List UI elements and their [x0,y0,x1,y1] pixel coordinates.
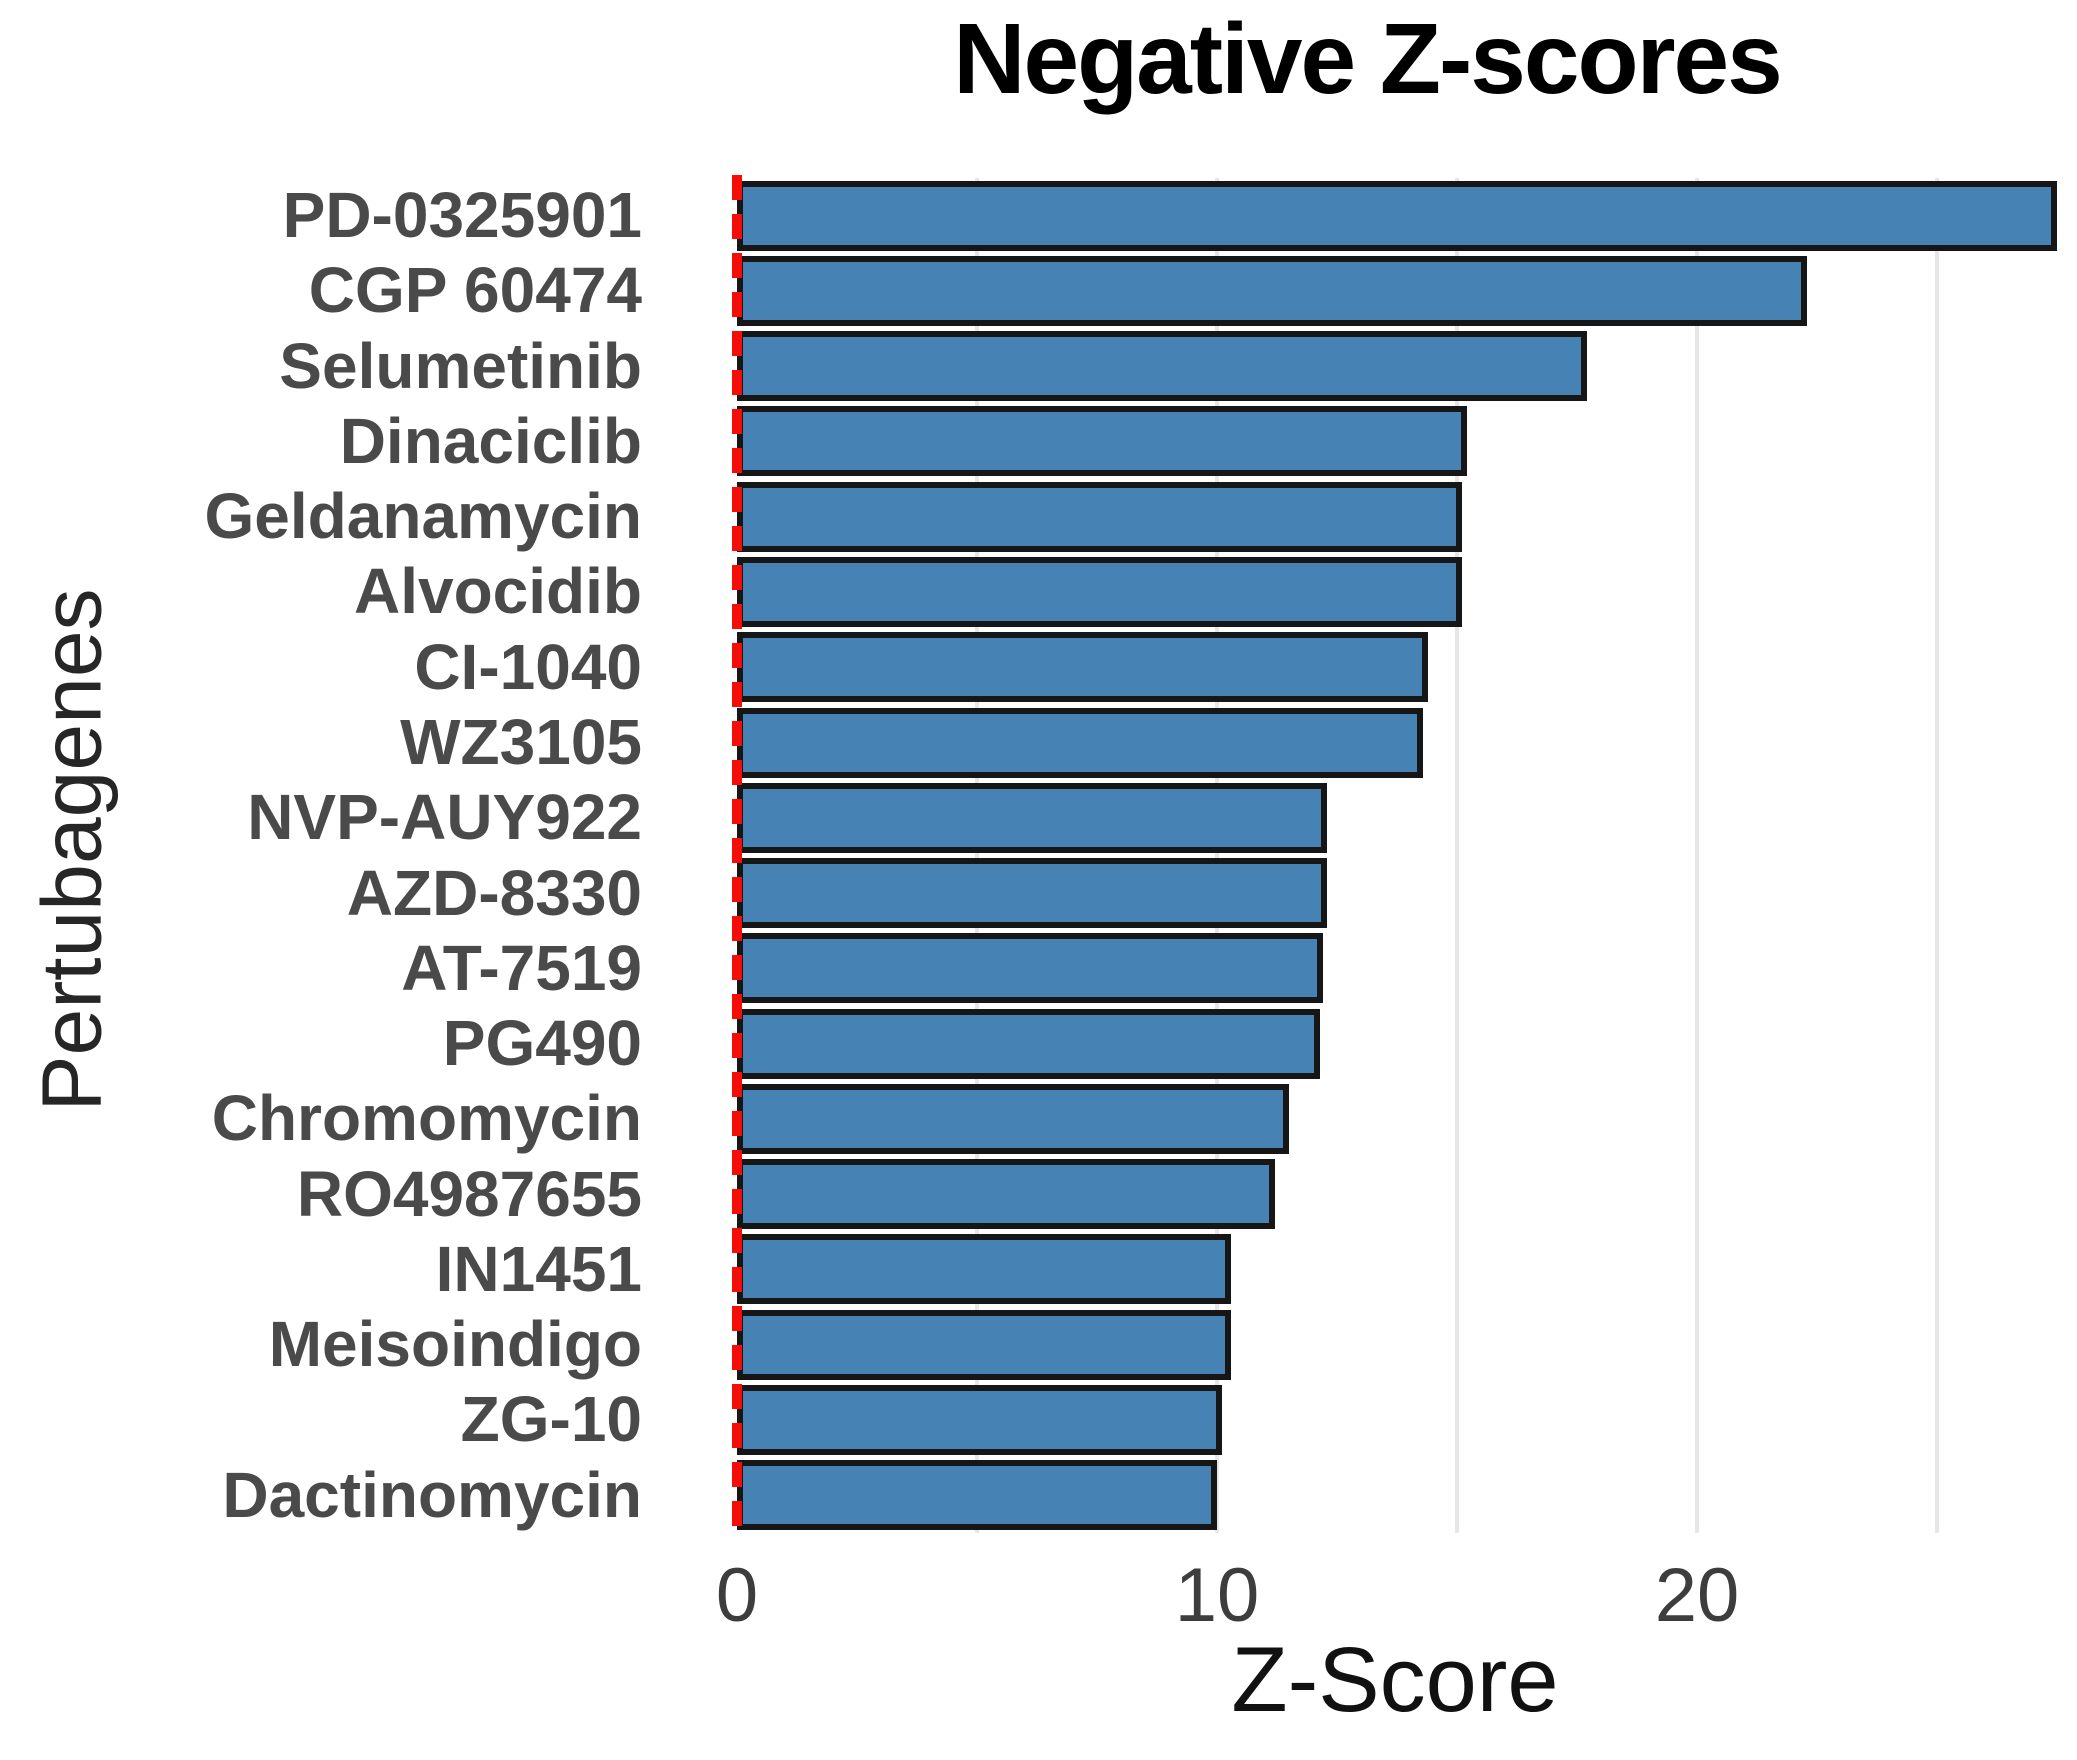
bar-row [737,1458,2077,1533]
x-tick-label-0: 0 [715,1553,759,1638]
y-tick-label: Dinaciclib [339,404,642,477]
y-tick-label: Meisoindigo [268,1308,642,1381]
y-tick-label: AT-7519 [401,931,642,1004]
bar-row [737,856,2077,931]
bar-row [737,780,2077,855]
bar-Geldanamycin [737,481,1462,552]
bar-row [737,630,2077,705]
plot-area [732,175,2077,1539]
bar-Dinaciclib [737,406,1467,477]
bar-row [737,253,2077,328]
bar-NVP-AUY922 [737,782,1328,853]
gridline-x-5 [975,178,979,1533]
zero-reference-line [732,175,742,1539]
gridline-x-20 [1695,178,1699,1533]
y-tick-labels-container: PD-0325901 CGP 60474 Selumetinib Dinaciclib… [0,178,643,1533]
y-tick-label: Dactinomycin [222,1458,642,1531]
y-tick-label: Selumetinib [279,329,642,402]
bar-PD-0325901 [737,180,2057,251]
bar-Selumetinib [737,331,1587,402]
bar-row [737,931,2077,1006]
bar-row [737,1232,2077,1307]
x-tick-label-10: 10 [1174,1553,1260,1638]
bar-CI-1040 [737,632,1429,703]
bar-Meisoindigo [737,1309,1232,1380]
chart-title: Negative Z-scores [953,3,1782,115]
bar-row [737,1307,2077,1382]
y-tick-label: AZD-8330 [346,856,642,929]
x-tick-label-20: 20 [1654,1553,1740,1638]
bar-row [737,479,2077,554]
y-tick-label: NVP-AUY922 [247,781,642,854]
y-tick-label: Chromomycin [211,1082,642,1155]
y-tick-label: ZG-10 [460,1383,642,1456]
bar-PG490 [737,1008,1321,1079]
bar-row [737,1081,2077,1156]
bar-row [737,404,2077,479]
bar-AZD-8330 [737,858,1328,929]
bar-Dactinomycin [737,1460,1217,1531]
bar-IN1451 [737,1234,1232,1305]
y-tick-label: RO4987655 [296,1157,642,1230]
gridline-x-25 [1935,178,1939,1533]
bar-RO4987655 [737,1159,1275,1230]
bar-row [737,554,2077,629]
y-tick-label: Alvocidib [353,555,642,628]
bar-ZG-10 [737,1385,1222,1456]
y-tick-label: CGP 60474 [308,254,642,327]
bar-WZ3105 [737,707,1424,778]
y-tick-label: CI-1040 [414,630,642,703]
bar-row [737,329,2077,404]
y-tick-label: PG490 [442,1007,642,1080]
bar-Chromomycin [737,1083,1289,1154]
bar-AT-7519 [737,933,1323,1004]
bar-row [737,178,2077,253]
gridline-x-15 [1455,178,1459,1533]
gridline-x-10 [1215,178,1219,1533]
bar-row [737,705,2077,780]
x-axis-title: Z-Score [1231,1629,1559,1731]
y-tick-label: WZ3105 [400,705,642,778]
bar-CGP 60474 [737,255,1808,326]
y-tick-label: PD-0325901 [282,179,642,251]
y-tick-label: Geldanamycin [204,480,643,553]
bar-row [737,1157,2077,1232]
bar-row [737,1382,2077,1457]
bar-row [737,1006,2077,1081]
y-tick-label: IN1451 [435,1232,642,1305]
bar-Alvocidib [737,556,1462,627]
